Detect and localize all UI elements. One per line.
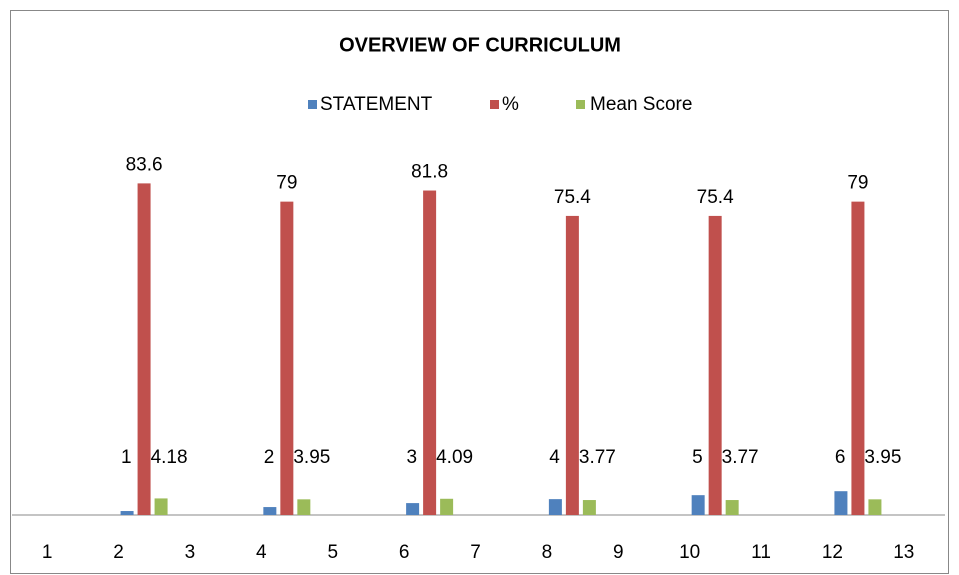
data-label: 79 (276, 173, 297, 194)
legend-swatch (308, 100, 317, 109)
bar (725, 500, 739, 515)
x-tick-label: 10 (679, 542, 700, 563)
data-label: 4 (549, 447, 560, 468)
data-label: 3.77 (579, 447, 616, 468)
bar (440, 498, 454, 515)
bar (851, 201, 865, 515)
bar (834, 491, 848, 515)
data-label: 5 (692, 447, 703, 468)
x-tick-label: 6 (399, 542, 410, 563)
bar (280, 201, 294, 515)
data-label: 4.09 (436, 447, 473, 468)
x-tick-label: 4 (256, 542, 267, 563)
chart-title: OVERVIEW OF CURRICULUM (339, 34, 621, 56)
bar (297, 499, 311, 515)
legend-label: % (502, 94, 519, 115)
bar (423, 190, 437, 515)
bar (154, 498, 168, 515)
x-tick-label: 2 (113, 542, 124, 563)
data-label: 1 (121, 447, 132, 468)
legend-label: STATEMENT (320, 94, 433, 115)
bar (868, 499, 882, 515)
data-label: 3.95 (293, 447, 330, 468)
legend-label: Mean Score (590, 94, 692, 115)
bar (137, 183, 151, 516)
x-tick-label: 7 (470, 542, 481, 563)
x-tick-label: 5 (327, 542, 338, 563)
data-label: 75.4 (554, 187, 591, 208)
data-label: 3 (407, 447, 418, 468)
legend-swatch (576, 100, 585, 109)
chart-border (10, 10, 949, 574)
data-label: 3.77 (722, 447, 759, 468)
x-tick-label: 8 (542, 542, 553, 563)
x-tick-label: 9 (613, 542, 624, 563)
data-label: 2 (264, 447, 275, 468)
x-tick-label: 11 (751, 542, 771, 563)
x-tick-label: 1 (42, 542, 53, 563)
x-tick-label: 13 (893, 542, 914, 563)
data-label: 81.8 (411, 162, 448, 183)
legend-swatch (490, 100, 499, 109)
bar (582, 500, 596, 515)
data-label: 83.6 (126, 154, 163, 175)
data-label: 4.18 (151, 447, 188, 468)
data-label: 3.95 (864, 447, 901, 468)
bar (548, 499, 562, 515)
bar (691, 495, 705, 515)
bar (565, 215, 579, 515)
bar (263, 507, 277, 515)
bar (708, 215, 722, 515)
bar (406, 503, 420, 515)
bar (120, 511, 134, 515)
data-label: 6 (835, 447, 846, 468)
data-label: 75.4 (697, 187, 734, 208)
data-label: 79 (847, 173, 868, 194)
x-tick-label: 12 (822, 542, 843, 563)
x-tick-label: 3 (185, 542, 196, 563)
